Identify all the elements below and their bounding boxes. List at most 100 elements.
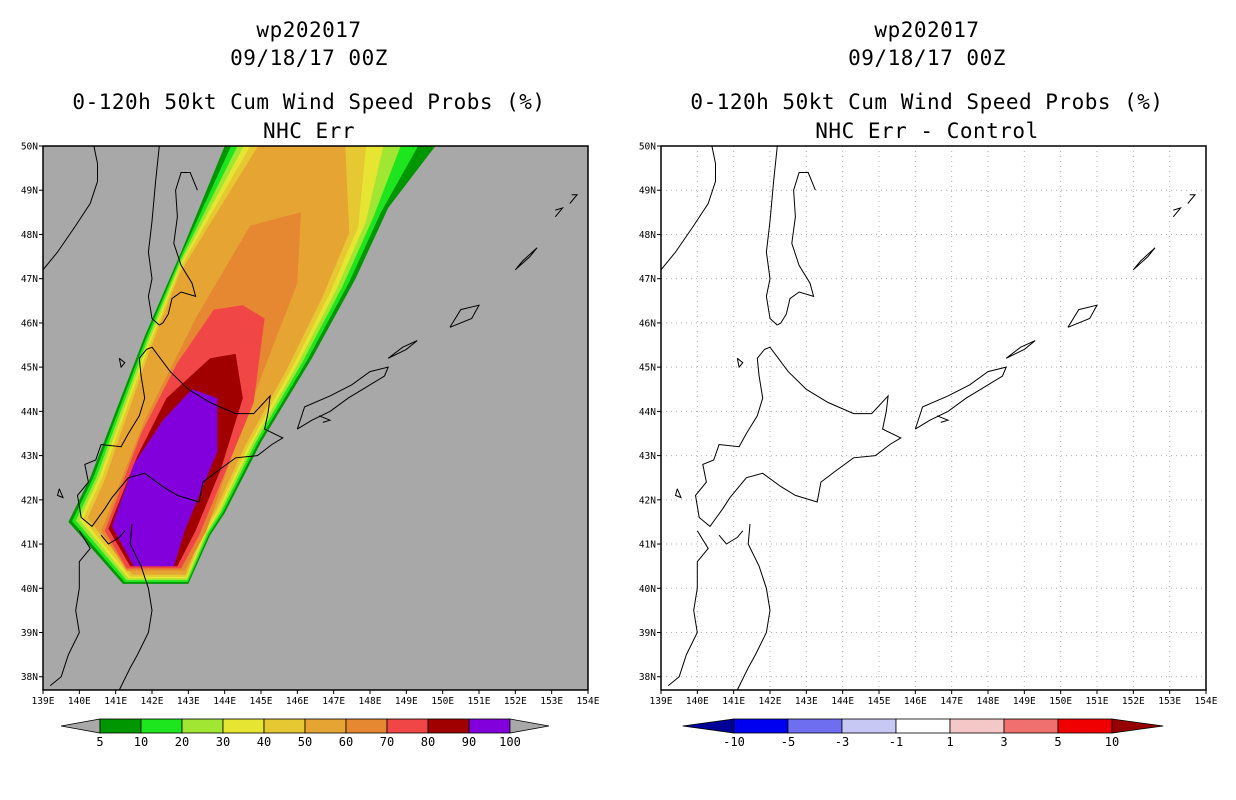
coastline-segment xyxy=(147,145,160,326)
coastline-segment xyxy=(914,366,1008,430)
coastline-segment xyxy=(554,206,565,218)
x-tick-label: 139E xyxy=(650,696,673,707)
left-title-line-1: wp202017 xyxy=(256,18,362,42)
y-tick-label: 48N xyxy=(21,230,38,241)
colorbar-label: 20 xyxy=(175,735,189,749)
coastline-segment xyxy=(936,415,950,423)
coastline-segment xyxy=(1005,340,1036,359)
colorbar-label: 30 xyxy=(216,735,230,749)
x-tick-label: 143E xyxy=(795,696,818,707)
colorbar-label: 5 xyxy=(1054,735,1061,749)
colorbar-segment xyxy=(787,718,843,734)
probability-swath xyxy=(43,146,588,690)
colorbar-high-triangle xyxy=(1111,718,1164,734)
coastline-segment xyxy=(660,145,716,271)
colorbar-segment xyxy=(733,718,789,734)
coastline-segment xyxy=(694,346,902,528)
colorbar-segment xyxy=(386,718,429,734)
coastline xyxy=(42,145,579,691)
x-tick-label: 147E xyxy=(322,696,345,707)
x-tick-label: 144E xyxy=(213,696,236,707)
x-tick-label: 149E xyxy=(1013,696,1036,707)
x-tick-label: 152E xyxy=(1122,696,1145,707)
coastline-segment xyxy=(42,145,98,271)
coastline-segment xyxy=(387,340,418,359)
y-tick-label: 45N xyxy=(21,363,38,374)
coastline-segment xyxy=(718,530,744,545)
x-tick-label: 145E xyxy=(868,696,891,707)
coastline-segment xyxy=(736,524,771,691)
coastline-segment xyxy=(765,145,778,326)
y-tick-label: 49N xyxy=(21,186,38,197)
coastline-segment xyxy=(569,194,579,204)
x-tick-label: 154E xyxy=(577,696,600,707)
y-tick-label: 50N xyxy=(639,142,656,153)
colorbar-label: -5 xyxy=(781,735,795,749)
colorbar-segment xyxy=(468,718,511,734)
y-tick-label: 43N xyxy=(21,451,38,462)
colorbar-label: 10 xyxy=(134,735,148,749)
colorbar-label: 10 xyxy=(1105,735,1119,749)
coastline-segment xyxy=(76,346,284,528)
coastline-segment xyxy=(56,488,64,499)
colorbar-segment xyxy=(895,718,951,734)
colorbar-low-triangle xyxy=(682,718,735,734)
x-tick-label: 143E xyxy=(177,696,200,707)
colorbar-low-triangle xyxy=(60,718,101,734)
colorbar-segment xyxy=(181,718,224,734)
y-tick-label: 39N xyxy=(639,628,656,639)
coastline-segment xyxy=(1067,304,1098,328)
x-tick-label: 141E xyxy=(104,696,127,707)
x-tick-label: 148E xyxy=(359,696,382,707)
x-tick-label: 139E xyxy=(32,696,55,707)
left-axes: 139E 140E 141E 142E 143E 144E 145E 146E 147E 148E… xyxy=(21,142,600,708)
x-tick-label: 142E xyxy=(141,696,164,707)
right-colorbar: -10 -5 -3 -1 1 3 5 10 xyxy=(682,718,1164,749)
x-tick-label: 149E xyxy=(395,696,418,707)
x-tick-label: 151E xyxy=(468,696,491,707)
x-tick-label: 153E xyxy=(540,696,563,707)
right-title-line-2: 09/18/17 00Z xyxy=(848,46,1006,70)
x-tick-label: 146E xyxy=(904,696,927,707)
colorbar-segment xyxy=(949,718,1005,734)
y-tick-label: 46N xyxy=(639,318,656,329)
x-tick-label: 141E xyxy=(722,696,745,707)
y-tick-label: 44N xyxy=(639,407,656,418)
coastline-segment xyxy=(296,366,390,430)
prob-contour-90 xyxy=(112,389,218,567)
left-title-line-3: 0-120h 50kt Cum Wind Speed Probs (%) xyxy=(72,90,546,114)
colorbar-label: 70 xyxy=(380,735,394,749)
coastline xyxy=(660,145,1197,691)
right-title-line-4: NHC Err - Control xyxy=(815,119,1039,143)
right-title-line-3: 0-120h 50kt Cum Wind Speed Probs (%) xyxy=(690,90,1164,114)
colorbar-label: -1 xyxy=(889,735,903,749)
coastline-segment xyxy=(49,530,91,686)
left-title-line-2: 09/18/17 00Z xyxy=(230,46,388,70)
coastline-segment xyxy=(1172,206,1183,218)
x-tick-label: 140E xyxy=(68,696,91,707)
colorbar-segment xyxy=(222,718,265,734)
coastline-segment xyxy=(159,172,198,326)
colorbar-segment xyxy=(427,718,470,734)
colorbar-label: 3 xyxy=(1000,735,1007,749)
colorbar-label: 100 xyxy=(499,735,521,749)
y-tick-label: 39N xyxy=(21,628,38,639)
left-map: 139E 140E 141E 142E 143E 144E 145E 146E 147E 148E… xyxy=(21,142,600,750)
x-tick-label: 146E xyxy=(286,696,309,707)
colorbar-segment xyxy=(1057,718,1113,734)
y-tick-label: 40N xyxy=(21,584,38,595)
y-tick-label: 41N xyxy=(21,540,38,551)
coastline-segment xyxy=(514,247,538,271)
y-tick-label: 47N xyxy=(639,274,656,285)
colorbar-label: -10 xyxy=(723,735,745,749)
colorbar-segment xyxy=(263,718,306,734)
coastline-segment xyxy=(667,530,709,686)
colorbar-label: 90 xyxy=(462,735,476,749)
y-tick-label: 42N xyxy=(21,495,38,506)
colorbar-label: -3 xyxy=(835,735,849,749)
x-tick-label: 151E xyxy=(1086,696,1109,707)
coastline-segment xyxy=(736,357,744,369)
colorbar-segment xyxy=(345,718,388,734)
y-tick-label: 48N xyxy=(639,230,656,241)
x-tick-label: 148E xyxy=(977,696,1000,707)
